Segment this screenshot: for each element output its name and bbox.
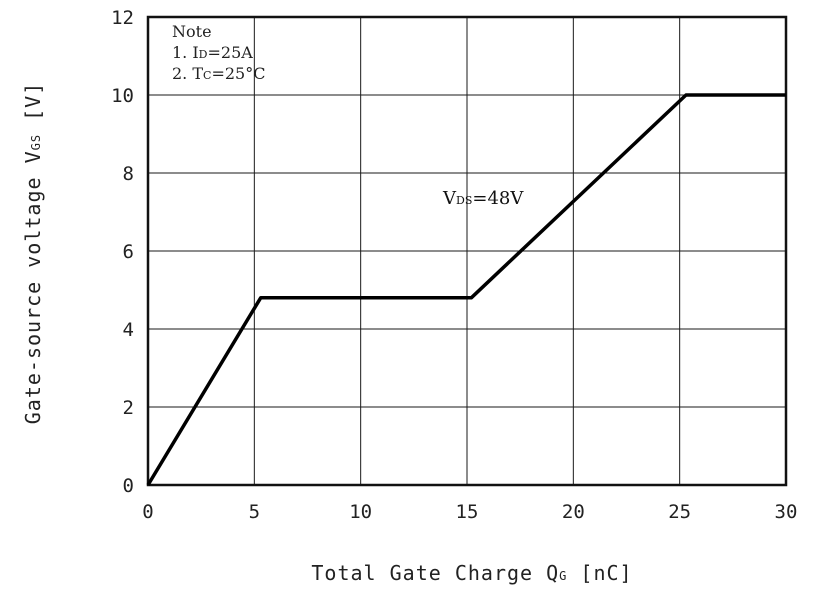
grid-lines xyxy=(148,17,786,485)
y-axis-label: Gate-source voltage VGS [V] xyxy=(21,82,45,425)
y-tick-label: 2 xyxy=(123,397,134,419)
y-tick-label: 0 xyxy=(123,475,134,497)
x-axis-label: Total Gate Charge QG [nC] xyxy=(311,561,632,585)
y-tick-label: 8 xyxy=(123,163,134,185)
y-tick-label: 6 xyxy=(123,241,134,263)
x-tick-label: 5 xyxy=(249,501,260,523)
y-tick-label: 10 xyxy=(111,85,134,107)
plot-frame xyxy=(146,15,788,487)
x-tick-label: 15 xyxy=(456,501,479,523)
y-tick-label: 4 xyxy=(123,319,134,341)
note-line-1: 1. ID=25A xyxy=(172,43,253,62)
x-tick-label: 10 xyxy=(349,501,372,523)
x-tick-label: 20 xyxy=(562,501,585,523)
series-line-vds-48v xyxy=(146,93,786,486)
note-line-2: 2. TC=25°C xyxy=(172,64,265,83)
x-tick-label: 25 xyxy=(668,501,691,523)
x-tick-label: 0 xyxy=(142,501,153,523)
x-tick-labels: 0 5 10 15 20 25 30 xyxy=(142,501,797,523)
note-title: Note xyxy=(172,22,212,41)
y-tick-label: 12 xyxy=(111,7,134,29)
note-box: Note 1. ID=25A 2. TC=25°C xyxy=(172,22,265,83)
x-tick-label: 30 xyxy=(775,501,798,523)
series-label-vds: VDS=48V xyxy=(442,188,524,209)
y-tick-labels: 0 2 4 6 8 10 12 xyxy=(111,7,134,497)
